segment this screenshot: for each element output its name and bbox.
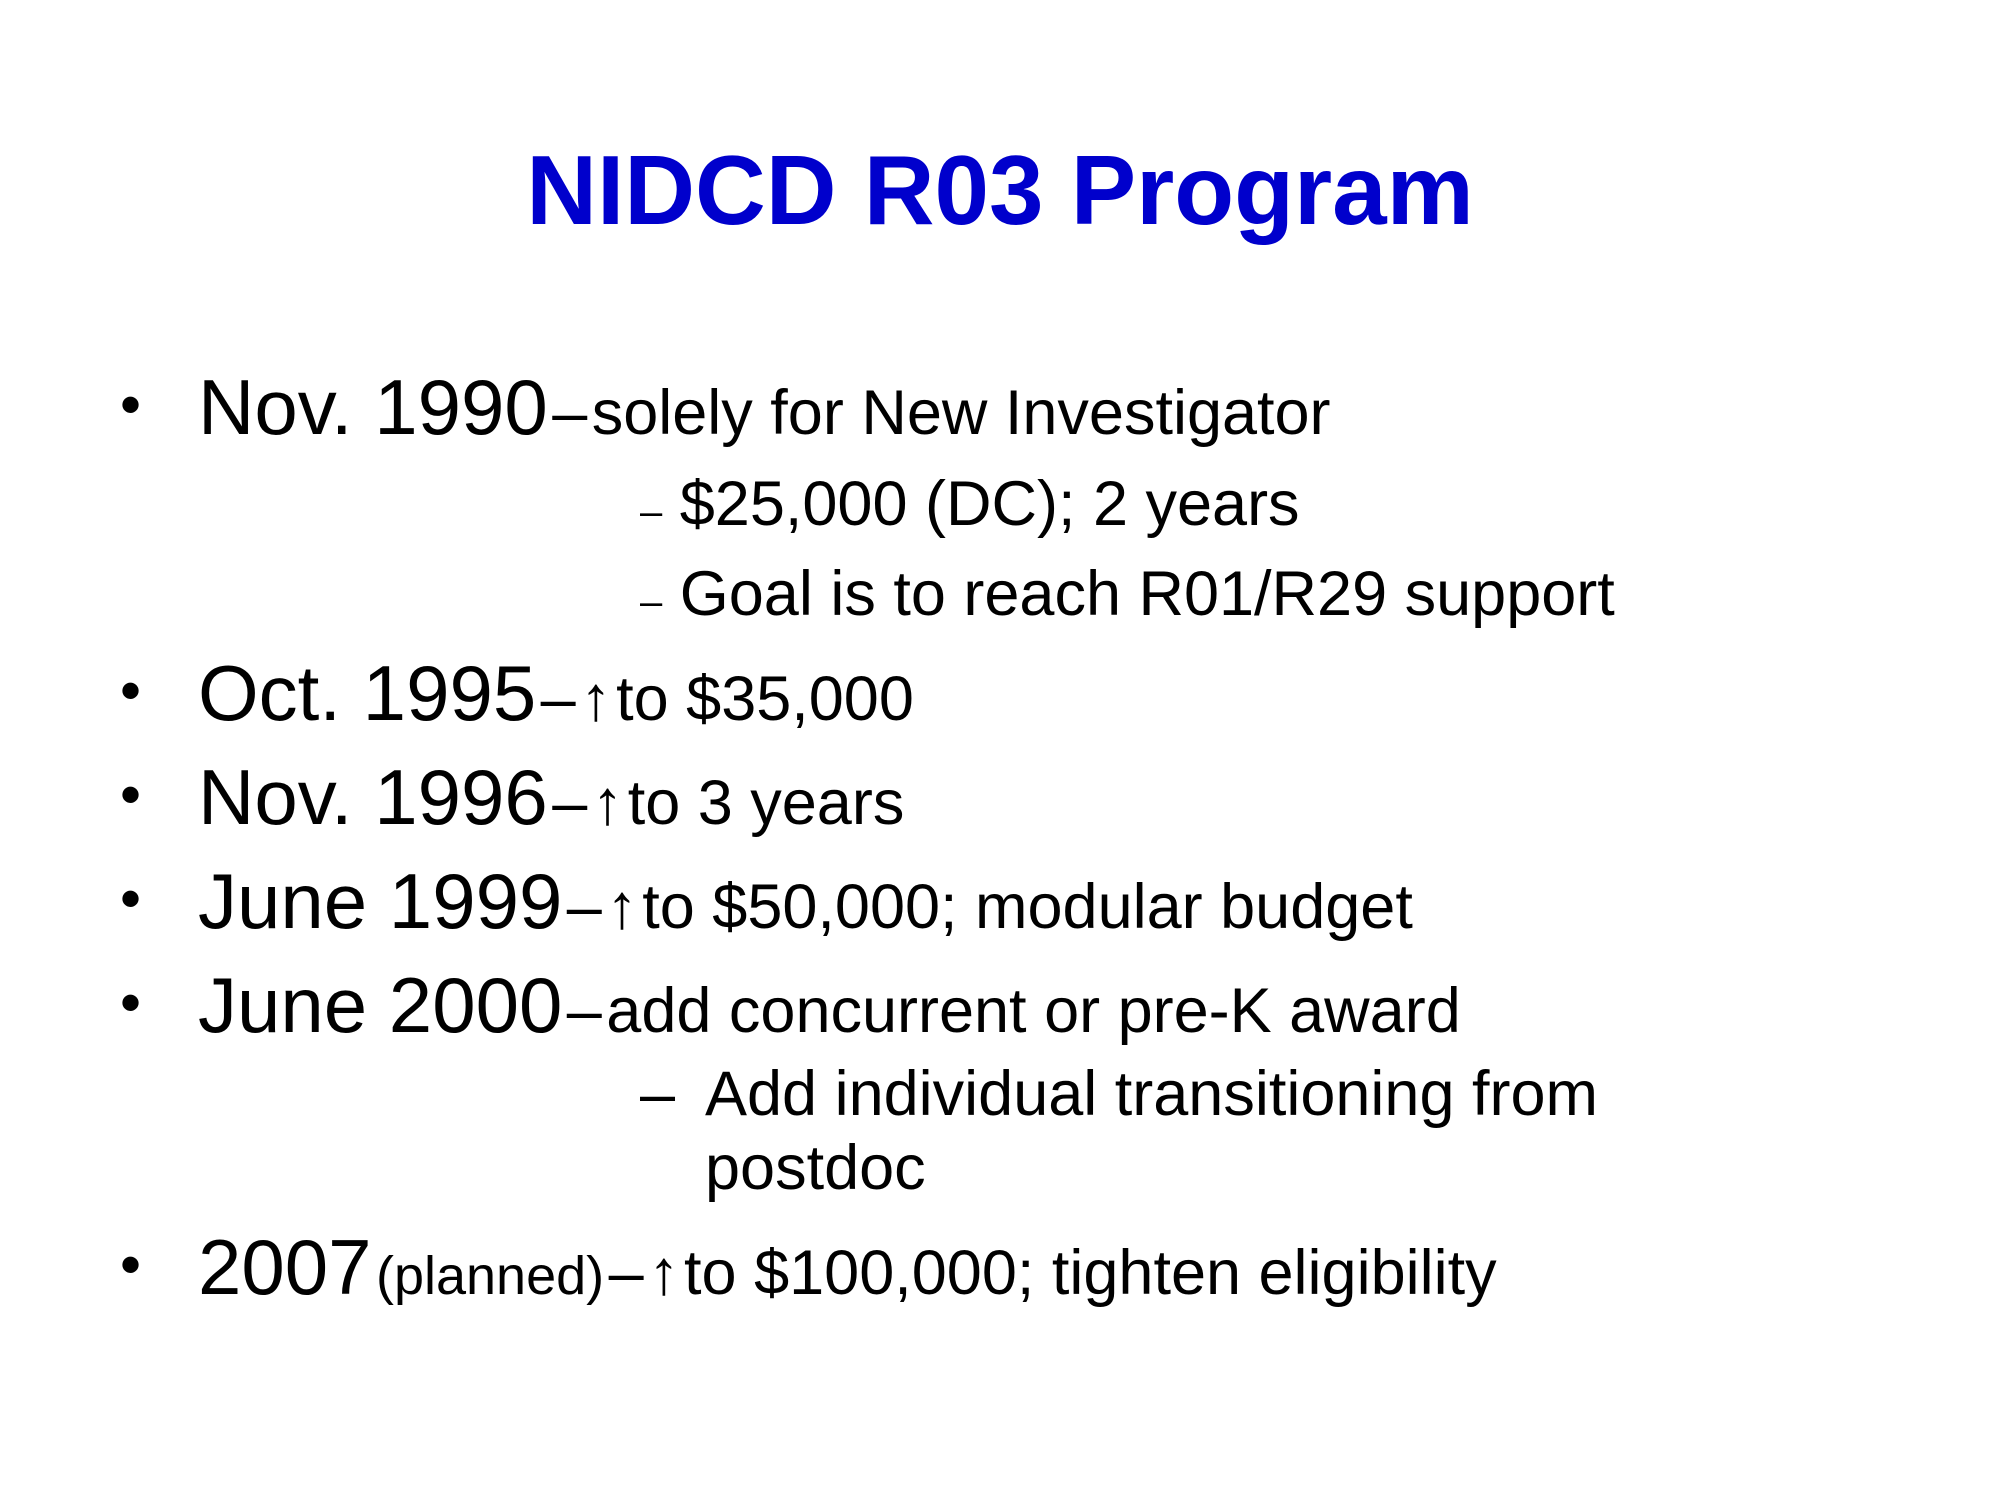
bullet-icon: • [120, 969, 142, 1036]
item-text: to $35,000 [616, 664, 914, 734]
sub-item-text-line1: Add individual transitioning from [705, 1059, 1598, 1129]
bullet-icon: • [120, 761, 142, 828]
sub-item: – $25,000 (DC); 2 years [640, 468, 1300, 540]
sub-item-text: $25,000 (DC); 2 years [679, 469, 1300, 539]
item-text: solely for New Investigator [591, 378, 1331, 448]
up-arrow-icon: ↑ [580, 664, 612, 734]
item-date: June 2000 [198, 961, 563, 1049]
list-item-line: Oct. 1995 – ↑ to $35,000 [198, 648, 914, 739]
item-date: Oct. 1995 [198, 649, 537, 737]
item-qualifier: (planned) [375, 1246, 605, 1306]
item-date: Nov. 1996 [198, 753, 548, 841]
item-date: Nov. 1990 [198, 363, 548, 451]
item-text: to $50,000; modular budget [642, 872, 1413, 942]
item-text: to $100,000; tighten eligibility [684, 1238, 1497, 1308]
item-text: to 3 years [627, 768, 905, 838]
sub-item-text: Goal is to reach R01/R29 support [679, 559, 1615, 629]
up-arrow-icon: ↑ [606, 872, 638, 942]
bullet-icon: • [120, 371, 142, 438]
sub-item: – Goal is to reach R01/R29 support [640, 558, 1615, 630]
item-separator: – [540, 664, 576, 734]
up-arrow-icon: ↑ [591, 768, 624, 838]
slide-title: NIDCD R03 Program [526, 135, 1474, 245]
sub-item-dash: – [640, 490, 663, 534]
bullet-icon: • [120, 657, 142, 724]
list-item-line: June 1999 – ↑ to $50,000; modular budget [198, 856, 1413, 947]
item-separator: – [608, 1238, 644, 1308]
item-separator: – [566, 872, 602, 942]
list-item-line: Nov. 1996 – ↑ to 3 years [198, 752, 904, 843]
list-item-line: Nov. 1990 – solely for New Investigator [198, 362, 1331, 453]
list-item-line: June 2000 – add concurrent or pre-K awar… [198, 960, 1461, 1051]
sub-item: – [640, 1058, 675, 1130]
item-date: 2007 [198, 1223, 372, 1311]
item-separator: – [552, 768, 588, 838]
item-separator: – [552, 378, 588, 448]
item-separator: – [566, 976, 602, 1046]
bullet-icon: • [120, 865, 142, 932]
item-text: add concurrent or pre-K award [606, 976, 1461, 1046]
sub-item-dash: – [640, 1059, 676, 1129]
sub-item-dash: – [640, 580, 663, 624]
item-date: June 1999 [198, 857, 563, 945]
bullet-icon: • [120, 1231, 142, 1298]
sub-item-text-line2: postdoc [705, 1133, 926, 1203]
list-item-line: 2007 (planned) – ↑ to $100,000; tighten … [198, 1222, 1497, 1313]
up-arrow-icon: ↑ [648, 1238, 680, 1308]
